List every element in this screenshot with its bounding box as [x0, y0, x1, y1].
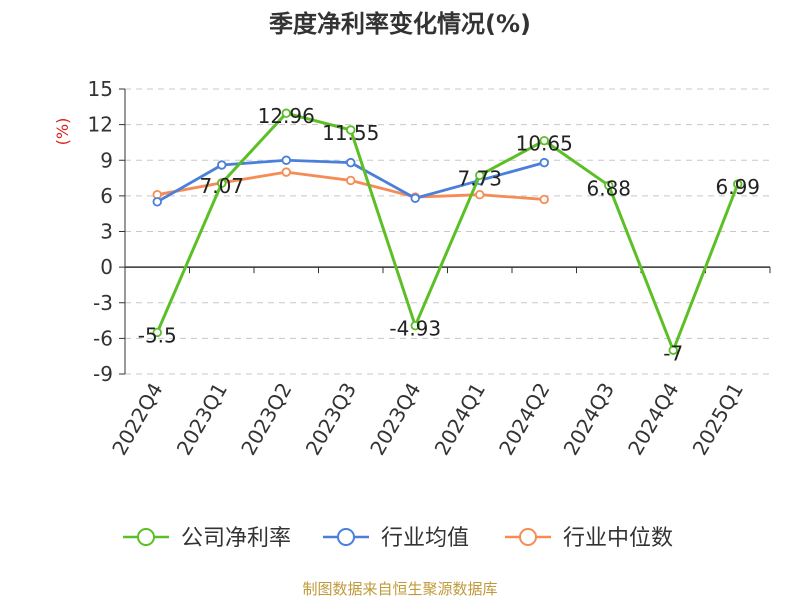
data-point — [281, 108, 291, 118]
data-point — [346, 157, 356, 168]
legend-item-1: 行业均值 — [323, 526, 469, 551]
x-tick-label: 2023Q1 — [172, 379, 232, 460]
y-tick-label: 6 — [100, 184, 113, 208]
data-point — [733, 179, 743, 189]
series-1 — [152, 155, 549, 207]
grid-lines — [125, 88, 770, 375]
series-0 — [152, 108, 743, 355]
x-tick-label: 2023Q3 — [301, 379, 361, 460]
y-tick-label: -3 — [93, 291, 113, 315]
data-point — [668, 345, 678, 355]
data-label: -7 — [663, 341, 683, 365]
legend-label: 行业均值 — [381, 526, 469, 551]
data-point — [604, 180, 614, 191]
legend-item-0: 公司净利率 — [123, 526, 291, 551]
data-point — [539, 194, 549, 205]
series-line — [155, 111, 740, 352]
legend: 公司净利率 行业均值 行业中位数 — [123, 526, 673, 551]
data-label: 11.55 — [322, 121, 379, 145]
series-lines — [152, 108, 743, 355]
y-tick-label: 15 — [88, 77, 113, 101]
y-tick-label: -9 — [93, 362, 113, 386]
x-tick-label: 2022Q4 — [107, 379, 167, 460]
legend-marker — [519, 528, 537, 546]
x-tick-label: 2024Q3 — [559, 379, 619, 460]
data-point — [346, 175, 356, 186]
source-credit: 制图数据来自恒生聚源数据库 — [302, 580, 497, 598]
y-tick-label: 12 — [88, 113, 113, 137]
data-point — [539, 135, 549, 146]
data-label: 6.99 — [715, 175, 760, 199]
data-point — [410, 193, 420, 203]
data-point — [217, 178, 227, 188]
data-labels: -5.5 7.07 12.96 11.55 -4.93 7.73 10.65 6.88 -7 6.… — [138, 104, 760, 365]
data-point — [281, 167, 291, 177]
data-point — [346, 125, 356, 135]
data-label: 10.65 — [516, 132, 573, 156]
data-point — [539, 157, 549, 168]
y-tick-label: 9 — [100, 148, 113, 172]
data-point — [152, 327, 162, 338]
data-label: -4.93 — [389, 317, 441, 341]
x-tick-label: 2023Q2 — [236, 379, 296, 460]
x-tick-label: 2023Q4 — [365, 379, 425, 460]
y-tick-label: 3 — [100, 220, 113, 244]
data-label: 7.73 — [457, 166, 502, 190]
x-tick-label: 2024Q2 — [494, 379, 554, 460]
x-tick-label: 2024Q1 — [430, 379, 490, 460]
data-point — [410, 320, 420, 331]
data-point — [217, 160, 227, 170]
data-label: -5.5 — [138, 323, 177, 347]
y-tick-label: 0 — [100, 255, 113, 279]
data-point — [281, 155, 291, 165]
legend-marker — [337, 528, 355, 546]
x-tick-label: 2024Q4 — [623, 379, 683, 460]
x-tick-label: 2025Q1 — [688, 379, 748, 460]
data-point — [475, 189, 485, 200]
y-axis-label: (%) — [53, 118, 72, 146]
data-point — [152, 197, 162, 207]
legend-marker — [137, 528, 155, 546]
y-tick-label: -6 — [93, 326, 113, 350]
data-label: 7.07 — [199, 174, 244, 198]
data-point — [475, 170, 485, 181]
legend-label: 公司净利率 — [181, 526, 291, 551]
data-label: 6.88 — [586, 176, 631, 200]
data-label: 12.96 — [258, 104, 315, 128]
legend-label: 行业中位数 — [563, 526, 673, 551]
chart-title: 季度净利率变化情况(%) — [269, 10, 531, 38]
legend-item-2: 行业中位数 — [505, 526, 673, 551]
